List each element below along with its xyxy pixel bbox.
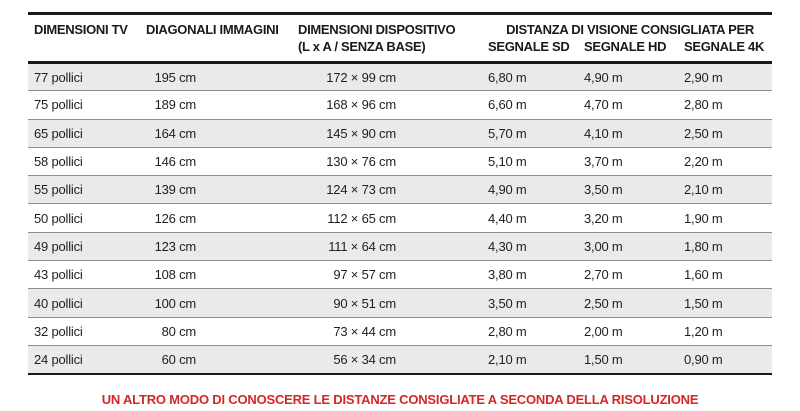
cell-distance-hd: 3,70 m [578,147,678,177]
cell-tv-size: 58 pollici [28,147,140,177]
cell-distance-4k: 2,20 m [678,147,772,177]
cell-device-size: 111 × 64 cm [292,232,482,262]
cell-device-size: 56 × 34 cm [292,345,482,375]
header-signal-sd: SEGNALE SD [488,39,570,54]
cell-distance-hd: 4,90 m [578,62,678,92]
cell-device-size: 112 × 65 cm [292,203,482,233]
tv-distance-table: DIMENSIONI TV DIAGONALI IMMAGINI DIMENSI… [28,12,772,375]
cell-distance-sd: 4,40 m [482,203,578,233]
cell-device-size: 172 × 99 cm [292,62,482,92]
cell-tv-size: 77 pollici [28,62,140,92]
cell-distance-4k: 0,90 m [678,345,772,375]
cell-device-size: 124 × 73 cm [292,175,482,205]
cell-distance-4k: 1,80 m [678,232,772,262]
cell-device-size: 73 × 44 cm [292,317,482,346]
cell-tv-size: 75 pollici [28,90,140,120]
cell-tv-size: 65 pollici [28,119,140,148]
tv-distance-table-container: DIMENSIONI TV DIAGONALI IMMAGINI DIMENSI… [28,12,772,375]
cell-distance-hd: 3,50 m [578,175,678,205]
table-header: DIMENSIONI TV DIAGONALI IMMAGINI DIMENSI… [28,13,772,63]
header-signal-hd: SEGNALE HD [584,39,667,54]
cell-distance-sd: 3,80 m [482,260,578,290]
header-tv-size: DIMENSIONI TV [34,22,128,37]
cell-device-size: 168 × 96 cm [292,90,482,120]
cell-distance-4k: 1,90 m [678,203,772,233]
cell-distance-4k: 2,90 m [678,62,772,92]
header-diagonal: DIAGONALI IMMAGINI [146,22,279,37]
cell-diagonal: 126 cm [140,203,292,233]
cell-distance-sd: 2,10 m [482,345,578,375]
cell-distance-hd: 4,70 m [578,90,678,120]
cell-distance-hd: 2,50 m [578,288,678,318]
cell-distance-sd: 6,60 m [482,90,578,120]
cell-tv-size: 49 pollici [28,232,140,262]
table-row: 43 pollici 108 cm 97 × 57 cm 3,80 m 2,70 m 1,… [28,260,772,290]
cell-distance-hd: 2,70 m [578,260,678,290]
header-viewing-distance-group: DISTANZA DI VISIONE CONSIGLIATA PER [506,22,754,37]
cell-tv-size: 43 pollici [28,260,140,290]
cell-distance-hd: 3,20 m [578,203,678,233]
cell-diagonal: 146 cm [140,147,292,177]
cell-distance-sd: 4,30 m [482,232,578,262]
cell-diagonal: 139 cm [140,175,292,205]
cell-device-size: 130 × 76 cm [292,147,482,177]
cell-diagonal: 80 cm [140,317,292,346]
cell-distance-hd: 4,10 m [578,119,678,148]
cell-distance-sd: 4,90 m [482,175,578,205]
cell-diagonal: 60 cm [140,345,292,375]
header-device-size: DIMENSIONI DISPOSITIVO [298,22,456,37]
cell-tv-size: 50 pollici [28,203,140,233]
table-row: 32 pollici 80 cm 73 × 44 cm 2,80 m 2,00 m 1,2… [28,317,772,346]
cell-distance-4k: 1,50 m [678,288,772,318]
cell-diagonal: 100 cm [140,288,292,318]
table-row: 24 pollici 60 cm 56 × 34 cm 2,10 m 1,50 m 0,9… [28,345,772,375]
cell-diagonal: 195 cm [140,62,292,92]
table-caption: UN ALTRO MODO DI CONOSCERE LE DISTANZE C… [101,392,699,407]
cell-distance-sd: 3,50 m [482,288,578,318]
cell-distance-4k: 1,20 m [678,317,772,346]
cell-distance-4k: 2,80 m [678,90,772,120]
cell-tv-size: 40 pollici [28,288,140,318]
cell-distance-sd: 5,10 m [482,147,578,177]
cell-device-size: 90 × 51 cm [292,288,482,318]
header-device-size-note: (L x A / SENZA BASE) [298,39,426,54]
cell-diagonal: 123 cm [140,232,292,262]
cell-distance-hd: 3,00 m [578,232,678,262]
cell-tv-size: 32 pollici [28,317,140,346]
cell-distance-4k: 1,60 m [678,260,772,290]
cell-distance-sd: 5,70 m [482,119,578,148]
table-row: 40 pollici 100 cm 90 × 51 cm 3,50 m 2,50 m 1,… [28,288,772,318]
cell-diagonal: 164 cm [140,119,292,148]
cell-distance-hd: 1,50 m [578,345,678,375]
cell-diagonal: 108 cm [140,260,292,290]
header-signal-4k: SEGNALE 4K [684,39,765,54]
cell-distance-sd: 2,80 m [482,317,578,346]
cell-distance-4k: 2,50 m [678,119,772,148]
cell-device-size: 145 × 90 cm [292,119,482,148]
cell-distance-4k: 2,10 m [678,175,772,205]
cell-distance-hd: 2,00 m [578,317,678,346]
cell-device-size: 97 × 57 cm [292,260,482,290]
cell-tv-size: 24 pollici [28,345,140,375]
cell-diagonal: 189 cm [140,90,292,120]
cell-tv-size: 55 pollici [28,175,140,205]
cell-distance-sd: 6,80 m [482,62,578,92]
